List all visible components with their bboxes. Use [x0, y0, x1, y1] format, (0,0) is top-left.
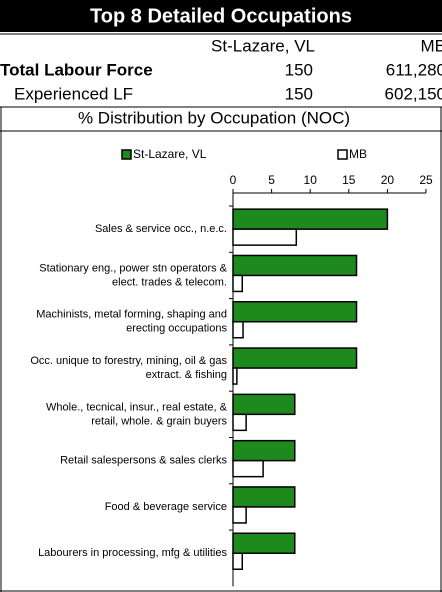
y-tick-label: Labourers in processing, mfg & utilities [38, 547, 227, 559]
y-tick-label: elect. trades & telecom. [112, 276, 227, 288]
y-tick-label: erecting occupations [126, 323, 227, 335]
column-header: MB [421, 36, 442, 55]
bar [232, 532, 296, 554]
cell: 150 [285, 60, 313, 79]
column-header: St-Lazare, VL [211, 36, 315, 55]
title-bar [0, 0, 442, 32]
y-tick-label: Occ. unique to forestry, mining, oil & g… [30, 355, 227, 367]
y-tick-label: Stationary eng., power stn operators & [39, 262, 227, 274]
y-tick-label: extract. & fishing [146, 369, 227, 381]
legend-label: St-Lazare, VL [133, 147, 207, 161]
bar [232, 274, 244, 293]
y-tick-label: retail, whole. & grain buyers [91, 415, 227, 427]
bar [232, 228, 298, 246]
y-tick-label: Machinists, metal forming, shaping and [36, 309, 227, 321]
legend-swatch [337, 149, 348, 160]
x-tick-label: 5 [268, 173, 275, 187]
bar [232, 254, 358, 277]
x-tick-label: 15 [342, 173, 356, 187]
legend-label: MB [349, 147, 367, 161]
bar [232, 301, 358, 323]
bar [232, 459, 264, 478]
x-tick-label: 0 [230, 173, 237, 187]
y-tick-label: Food & beverage service [105, 501, 227, 513]
section-title: % Distribution by Occupation (NOC) [78, 108, 350, 127]
title: Top 8 Detailed Occupations [90, 5, 352, 27]
legend-swatch [121, 149, 132, 160]
bar [232, 208, 389, 230]
bar [232, 347, 358, 369]
y-tick-label: Retail salespersons & sales clerks [60, 455, 227, 467]
row-label: Experienced LF [14, 84, 133, 103]
bar [232, 367, 238, 385]
bar [232, 321, 244, 339]
cell: 602,150 [385, 84, 442, 103]
bar [232, 439, 296, 462]
cell: 611,280 [386, 60, 442, 79]
y-tick-label: Whole., tecnical, insur., real estate, & [46, 401, 228, 413]
bar [232, 413, 247, 432]
x-tick-label: 10 [304, 173, 318, 187]
bar [232, 486, 296, 508]
bar [232, 506, 247, 524]
cell: 150 [285, 84, 313, 103]
row-label: Total Labour Force [0, 60, 153, 79]
x-tick-label: 25 [419, 173, 433, 187]
bar [232, 552, 244, 570]
x-tick-label: 20 [381, 173, 395, 187]
bar [232, 393, 296, 416]
y-tick-label: Sales & service occ., n.e.c. [95, 223, 227, 235]
